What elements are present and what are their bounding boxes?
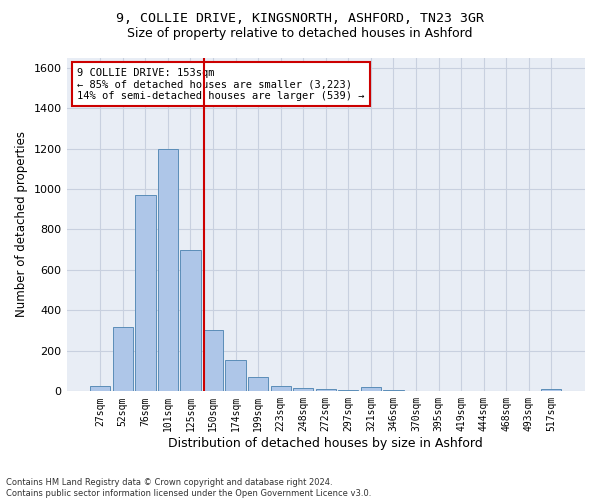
Text: Contains HM Land Registry data © Crown copyright and database right 2024.
Contai: Contains HM Land Registry data © Crown c… [6,478,371,498]
Text: 9, COLLIE DRIVE, KINGSNORTH, ASHFORD, TN23 3GR: 9, COLLIE DRIVE, KINGSNORTH, ASHFORD, TN… [116,12,484,26]
Bar [541,390,562,392]
Text: 9 COLLIE DRIVE: 153sqm
← 85% of detached houses are smaller (3,223)
14% of semi-: 9 COLLIE DRIVE: 153sqm ← 85% of detached… [77,68,364,100]
Bar [316,390,336,392]
Bar [203,330,223,392]
X-axis label: Distribution of detached houses by size in Ashford: Distribution of detached houses by size … [169,437,483,450]
Bar [158,148,178,392]
Bar [293,388,313,392]
Bar [135,195,155,392]
Bar [181,250,200,392]
Bar [226,360,246,392]
Text: Size of property relative to detached houses in Ashford: Size of property relative to detached ho… [127,28,473,40]
Bar [338,390,358,392]
Bar [90,386,110,392]
Bar [271,386,291,392]
Bar [383,390,404,392]
Bar [113,326,133,392]
Bar [361,388,381,392]
Y-axis label: Number of detached properties: Number of detached properties [15,132,28,318]
Bar [248,377,268,392]
